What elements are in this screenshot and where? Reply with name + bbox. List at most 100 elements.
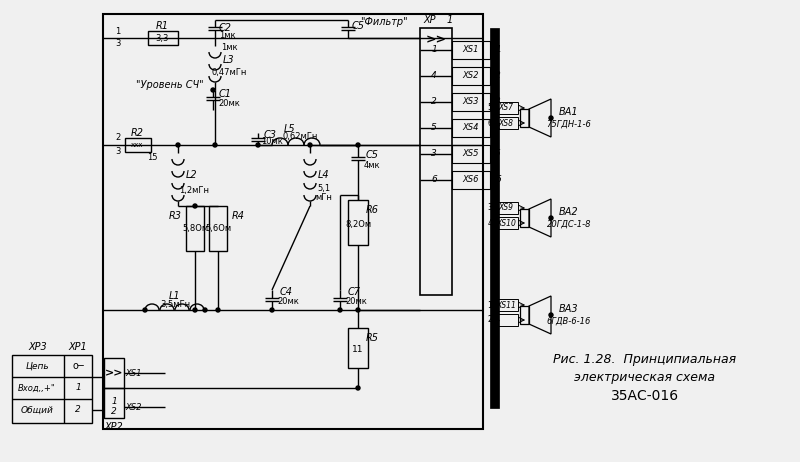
Bar xyxy=(494,202,518,214)
Text: 3,3: 3,3 xyxy=(155,34,169,43)
Text: 0,47мГн: 0,47мГн xyxy=(211,68,246,78)
Circle shape xyxy=(270,308,274,312)
Bar xyxy=(452,67,490,85)
Text: XS11: XS11 xyxy=(496,300,516,310)
Text: 4: 4 xyxy=(431,72,437,80)
Text: 2: 2 xyxy=(111,407,117,417)
Text: 75ГДН-1-6: 75ГДН-1-6 xyxy=(546,120,591,128)
Text: C3: C3 xyxy=(263,130,277,140)
Circle shape xyxy=(143,308,147,312)
Text: 5: 5 xyxy=(492,96,498,104)
Bar xyxy=(348,328,368,368)
Text: Вход,,+": Вход,,+" xyxy=(18,383,56,393)
Text: 4: 4 xyxy=(487,219,493,227)
Text: 1: 1 xyxy=(492,300,498,310)
Text: 3: 3 xyxy=(495,97,501,107)
Text: XS7: XS7 xyxy=(498,103,514,113)
Text: 5,1: 5,1 xyxy=(318,184,330,194)
Text: 15: 15 xyxy=(146,152,158,162)
Circle shape xyxy=(203,308,207,312)
Text: Рис. 1.28.  Принципиальная: Рис. 1.28. Принципиальная xyxy=(554,353,737,366)
Bar xyxy=(12,355,92,423)
Text: XS6: XS6 xyxy=(462,176,479,184)
Text: L3: L3 xyxy=(223,55,235,65)
Bar xyxy=(494,299,518,311)
Text: XS8: XS8 xyxy=(498,118,514,128)
Text: XS2: XS2 xyxy=(462,72,479,80)
Text: 2: 2 xyxy=(115,134,121,142)
Bar xyxy=(186,206,204,251)
Text: 0,62мГн: 0,62мГн xyxy=(282,133,318,141)
Bar xyxy=(104,358,124,418)
Text: >>: >> xyxy=(426,34,446,47)
Text: L1: L1 xyxy=(169,291,181,301)
Text: 6: 6 xyxy=(492,114,498,122)
Text: 4мк: 4мк xyxy=(364,160,380,170)
Bar xyxy=(452,119,490,137)
Text: 3,5мГн: 3,5мГн xyxy=(160,299,190,309)
Text: 2: 2 xyxy=(431,97,437,107)
Text: 8,2Ом: 8,2Ом xyxy=(345,220,371,230)
Text: 5,6Ом: 5,6Ом xyxy=(205,224,231,232)
Text: 2: 2 xyxy=(495,72,501,80)
Text: XS3: XS3 xyxy=(462,97,479,107)
Text: XS10: XS10 xyxy=(496,219,516,227)
Text: XS9: XS9 xyxy=(498,203,514,213)
Text: 1: 1 xyxy=(447,15,453,25)
Text: XS1: XS1 xyxy=(462,45,479,55)
Text: 1: 1 xyxy=(111,397,117,407)
Text: 20мк: 20мк xyxy=(277,298,299,306)
Text: ХР3: ХР3 xyxy=(29,342,47,352)
Text: 5: 5 xyxy=(431,123,437,133)
Text: 5: 5 xyxy=(495,150,501,158)
Text: 4: 4 xyxy=(492,213,498,223)
Text: R5: R5 xyxy=(366,333,378,343)
Text: 10мк: 10мк xyxy=(261,138,283,146)
Text: 20мк: 20мк xyxy=(218,98,240,108)
Bar xyxy=(103,14,483,429)
Text: 20мк: 20мк xyxy=(345,298,367,306)
Text: 3: 3 xyxy=(115,147,121,157)
Text: 1: 1 xyxy=(115,26,121,36)
Text: ХР1: ХР1 xyxy=(69,342,87,352)
Text: C4: C4 xyxy=(279,287,293,297)
Circle shape xyxy=(256,143,260,147)
Text: 3: 3 xyxy=(431,150,437,158)
Text: 1,2мГн: 1,2мГн xyxy=(179,186,209,195)
Text: 1: 1 xyxy=(495,45,501,55)
Text: 1: 1 xyxy=(431,45,437,55)
Text: 2: 2 xyxy=(75,406,81,414)
Bar xyxy=(494,314,518,326)
Text: L4: L4 xyxy=(318,170,330,180)
Text: 6: 6 xyxy=(495,176,501,184)
Text: 4: 4 xyxy=(495,123,501,133)
Text: C2: C2 xyxy=(218,23,231,33)
Circle shape xyxy=(356,143,360,147)
Circle shape xyxy=(356,386,360,390)
Text: XS2: XS2 xyxy=(126,402,142,412)
Text: электрическая схема: электрическая схема xyxy=(574,371,715,384)
Circle shape xyxy=(213,143,217,147)
Bar xyxy=(125,138,151,152)
Text: 2: 2 xyxy=(488,316,492,324)
Bar xyxy=(452,93,490,111)
Text: Общий: Общий xyxy=(21,406,54,414)
Text: ВА1: ВА1 xyxy=(559,107,579,117)
Text: 5: 5 xyxy=(487,103,493,113)
Text: 1мк: 1мк xyxy=(221,43,238,53)
Bar xyxy=(494,117,518,129)
Text: XS4: XS4 xyxy=(462,123,479,133)
Text: C7: C7 xyxy=(347,287,361,297)
Bar xyxy=(520,306,529,324)
Text: 3: 3 xyxy=(492,201,498,209)
Bar xyxy=(494,217,518,229)
Text: 11: 11 xyxy=(352,346,364,354)
Text: R3: R3 xyxy=(169,211,182,221)
Circle shape xyxy=(549,216,553,220)
Text: 5,8Ом: 5,8Ом xyxy=(182,224,208,232)
Text: 2: 2 xyxy=(492,314,498,322)
Bar xyxy=(420,28,452,295)
Text: ХР2: ХР2 xyxy=(105,422,123,432)
Text: "Фильтр": "Фильтр" xyxy=(360,17,408,27)
Circle shape xyxy=(176,143,180,147)
